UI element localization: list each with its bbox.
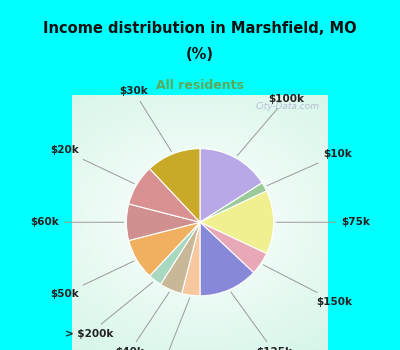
Text: $40k: $40k: [115, 292, 169, 350]
Wedge shape: [200, 183, 266, 222]
Text: $20k: $20k: [50, 146, 134, 184]
Wedge shape: [182, 222, 200, 296]
Wedge shape: [160, 222, 200, 294]
Wedge shape: [200, 222, 254, 296]
Text: City-Data.com: City-Data.com: [256, 102, 320, 111]
Text: $75k: $75k: [276, 217, 370, 227]
Text: (%): (%): [186, 47, 214, 62]
Text: $10k: $10k: [267, 149, 352, 186]
Text: $50k: $50k: [50, 261, 134, 299]
Text: $60k: $60k: [30, 217, 124, 227]
Text: $100k: $100k: [237, 94, 304, 156]
Wedge shape: [200, 191, 274, 254]
Wedge shape: [150, 222, 200, 285]
Text: > $200k: > $200k: [65, 282, 153, 339]
Text: All residents: All residents: [156, 79, 244, 92]
Wedge shape: [150, 149, 200, 222]
Wedge shape: [126, 204, 200, 240]
Wedge shape: [200, 222, 266, 273]
Wedge shape: [200, 149, 262, 222]
Text: $150k: $150k: [263, 265, 353, 307]
Text: $30k: $30k: [119, 86, 172, 152]
Wedge shape: [129, 169, 200, 222]
Text: $125k: $125k: [231, 292, 292, 350]
Text: Income distribution in Marshfield, MO: Income distribution in Marshfield, MO: [43, 21, 357, 36]
Text: $200k: $200k: [146, 298, 190, 350]
Wedge shape: [129, 222, 200, 276]
